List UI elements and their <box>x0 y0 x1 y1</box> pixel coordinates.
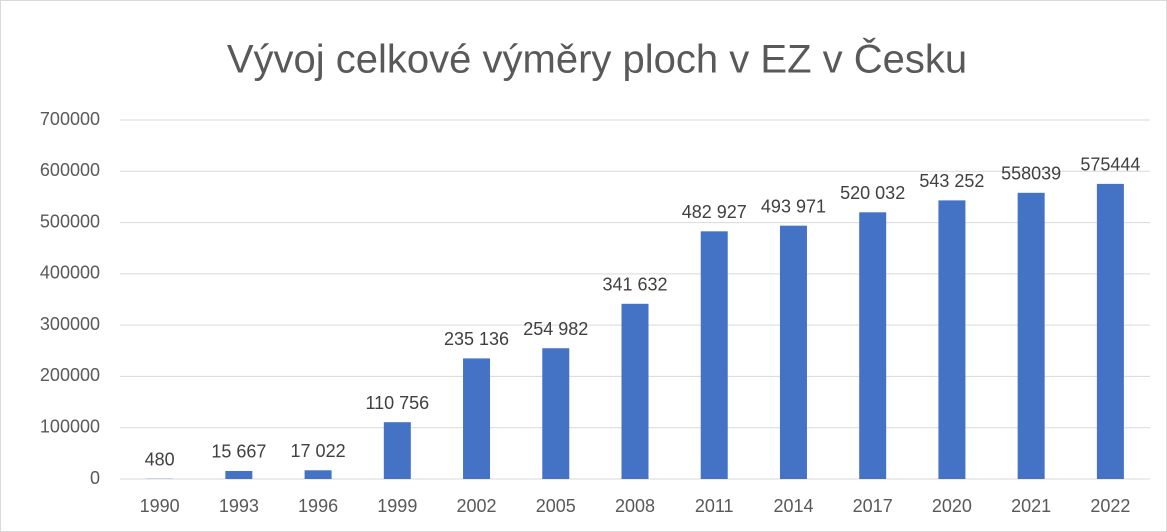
bar <box>700 231 728 479</box>
x-tick-label: 2008 <box>615 496 655 516</box>
y-tick-label: 0 <box>90 468 100 488</box>
value-label: 543 252 <box>919 171 984 191</box>
x-tick-label: 2022 <box>1090 496 1130 516</box>
x-tick-label: 1990 <box>140 496 180 516</box>
bar <box>938 200 966 479</box>
chart-title: Vývoj celkové výměry ploch v EZ v Česku <box>227 37 967 82</box>
value-label: 17 022 <box>291 441 346 461</box>
y-tick-label: 700000 <box>40 109 100 129</box>
x-tick-label: 2005 <box>536 496 576 516</box>
bar <box>304 470 332 479</box>
bar <box>1017 192 1045 479</box>
bar <box>621 303 649 479</box>
y-tick-label: 400000 <box>40 263 100 283</box>
y-tick-label: 200000 <box>40 365 100 385</box>
x-tick-label: 2020 <box>932 496 972 516</box>
x-tick-label: 2002 <box>457 496 497 516</box>
value-label: 558039 <box>1001 164 1061 184</box>
x-tick-label: 2021 <box>1011 496 1051 516</box>
bar <box>383 422 411 479</box>
bar <box>1096 183 1124 479</box>
x-tick-label: 1993 <box>219 496 259 516</box>
y-tick-label: 500000 <box>40 211 100 231</box>
y-tick-label: 600000 <box>40 160 100 180</box>
x-tick-label: 2014 <box>773 496 813 516</box>
value-label: 575444 <box>1080 155 1140 175</box>
bar <box>463 358 491 479</box>
bar <box>225 470 253 479</box>
value-label: 235 136 <box>444 329 509 349</box>
bar <box>779 225 807 479</box>
value-label: 254 982 <box>523 319 588 339</box>
x-tick-label: 1999 <box>377 496 417 516</box>
value-label: 110 756 <box>365 393 429 413</box>
value-label: 520 032 <box>840 183 905 203</box>
value-label: 341 632 <box>602 275 667 295</box>
value-label: 15 667 <box>211 442 266 462</box>
y-tick-label: 300000 <box>40 314 100 334</box>
bar <box>542 348 570 479</box>
bar <box>859 212 887 480</box>
x-tick-label: 1996 <box>298 496 338 516</box>
value-label: 482 927 <box>682 202 747 222</box>
value-label: 480 <box>145 450 175 470</box>
y-tick-label: 100000 <box>40 416 100 436</box>
value-label: 493 971 <box>761 196 826 216</box>
x-tick-label: 2011 <box>695 496 734 516</box>
x-tick-label: 2017 <box>853 496 893 516</box>
